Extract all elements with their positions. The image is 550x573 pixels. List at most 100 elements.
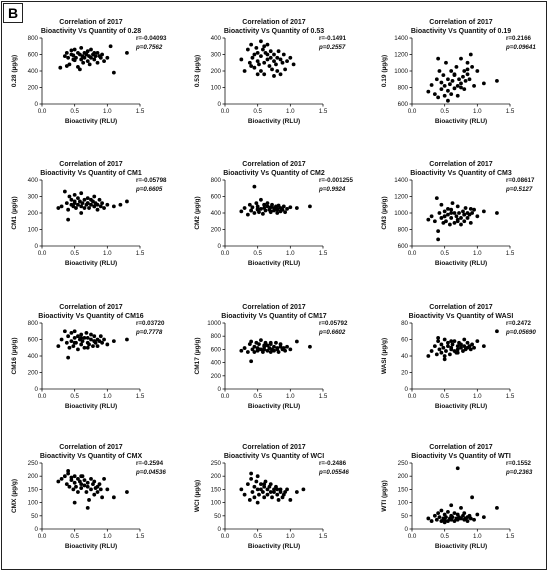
x-tick-label: 1.0 [286,533,295,540]
y-tick-label: 400 [211,360,222,367]
x-tick-label: 0.5 [70,533,79,540]
x-tick-label: 1.5 [506,108,515,115]
x-tick-label: 0.0 [38,393,47,400]
data-point [74,206,78,210]
data-point [272,348,276,353]
x-axis-label: Bioactivity (RLU) [248,543,300,550]
y-tick-label: 150 [211,486,222,493]
data-point [252,484,257,489]
data-point [272,487,276,492]
data-point [72,335,77,340]
x-tick-label: 1.0 [473,250,482,257]
data-point [436,335,441,340]
data-point [79,335,84,340]
data-point [457,77,461,82]
data-point [71,344,76,348]
chart-title: Correlation of 2017 [59,19,123,26]
data-point [281,204,286,209]
x-tick-label: 1.0 [473,533,482,540]
data-point [249,42,254,47]
data-point [259,338,263,343]
data-point [449,347,454,352]
y-tick-label: 400 [28,177,39,184]
data-point [439,216,444,220]
data-point [252,495,257,500]
data-point [239,57,244,62]
data-point [439,202,444,207]
data-point [111,495,116,500]
scatter-chart: Correlation of 2017 Bioactivity Vs Quanti… [194,19,347,125]
scatter-chart: Correlation of 2017 Bioactivity Vs Quanti… [194,444,349,550]
data-point [449,216,454,220]
data-point [95,202,100,207]
data-point [247,202,252,207]
data-point [294,206,299,210]
x-tick-label: 0.0 [221,393,230,400]
y-tick-label: 150 [398,486,409,493]
chart-title: Correlation of 2017 [59,161,123,168]
data-point [285,206,289,211]
data-point [461,209,465,214]
chart-subtitle: Bioactivity Vs Quantity of CMX [40,453,143,460]
data-point [249,471,254,476]
data-point [283,67,288,72]
data-point [439,519,444,523]
data-point [275,69,280,73]
scatter-chart: Correlation of 2017 Bioactivity Vs Quanti… [11,19,167,125]
data-point [444,60,448,65]
y-tick-label: 50 [31,513,38,520]
data-point [436,339,441,344]
data-point [249,339,254,344]
data-point [444,349,448,353]
data-point [446,344,450,348]
data-point [442,357,447,362]
data-point [432,513,437,518]
data-point [249,476,254,481]
data-point [95,60,100,65]
y-tick-label: 0 [218,386,222,393]
data-point [82,478,87,483]
data-point [437,515,442,520]
data-point [255,206,260,211]
x-tick-label: 1.0 [286,393,295,400]
data-point [442,214,447,219]
data-point [255,72,260,77]
y-tick-label: 800 [398,85,409,92]
data-point [274,62,278,67]
data-point [260,490,265,494]
data-point [470,64,475,69]
data-point [98,204,103,209]
data-point [468,206,473,211]
data-point [80,339,85,344]
data-point [67,345,72,350]
data-point [252,350,257,354]
data-point [450,79,455,83]
data-point [272,52,276,57]
data-point [265,487,270,492]
x-tick-label: 1.0 [103,108,112,115]
data-point [280,207,285,212]
chart-title: Correlation of 2017 [242,161,306,168]
data-point [270,67,274,72]
x-tick-label: 1.5 [319,250,328,257]
data-point [495,79,499,83]
x-axis-label: Bioactivity (RLU) [65,118,117,125]
data-point [79,46,84,50]
data-point [463,206,468,210]
data-point [97,197,102,202]
data-point [66,55,71,60]
data-point [278,344,283,349]
y-axis-label: 0.19 (µg/g) [381,55,388,87]
chart-subtitle: Bioactivity Vs Quantity of WASI [409,313,514,320]
data-point [242,206,247,210]
data-point [69,197,74,202]
data-point [259,197,263,202]
data-point [85,196,90,201]
data-point [436,95,441,100]
y-tick-label: 1000 [207,320,221,327]
p-value: p=0.05690 [505,329,536,336]
x-axis-label: Bioactivity (RLU) [435,403,487,410]
scatter-chart: Correlation of 2017 Bioactivity Vs Quanti… [381,161,535,267]
data-point [250,347,255,352]
data-point [462,69,467,73]
